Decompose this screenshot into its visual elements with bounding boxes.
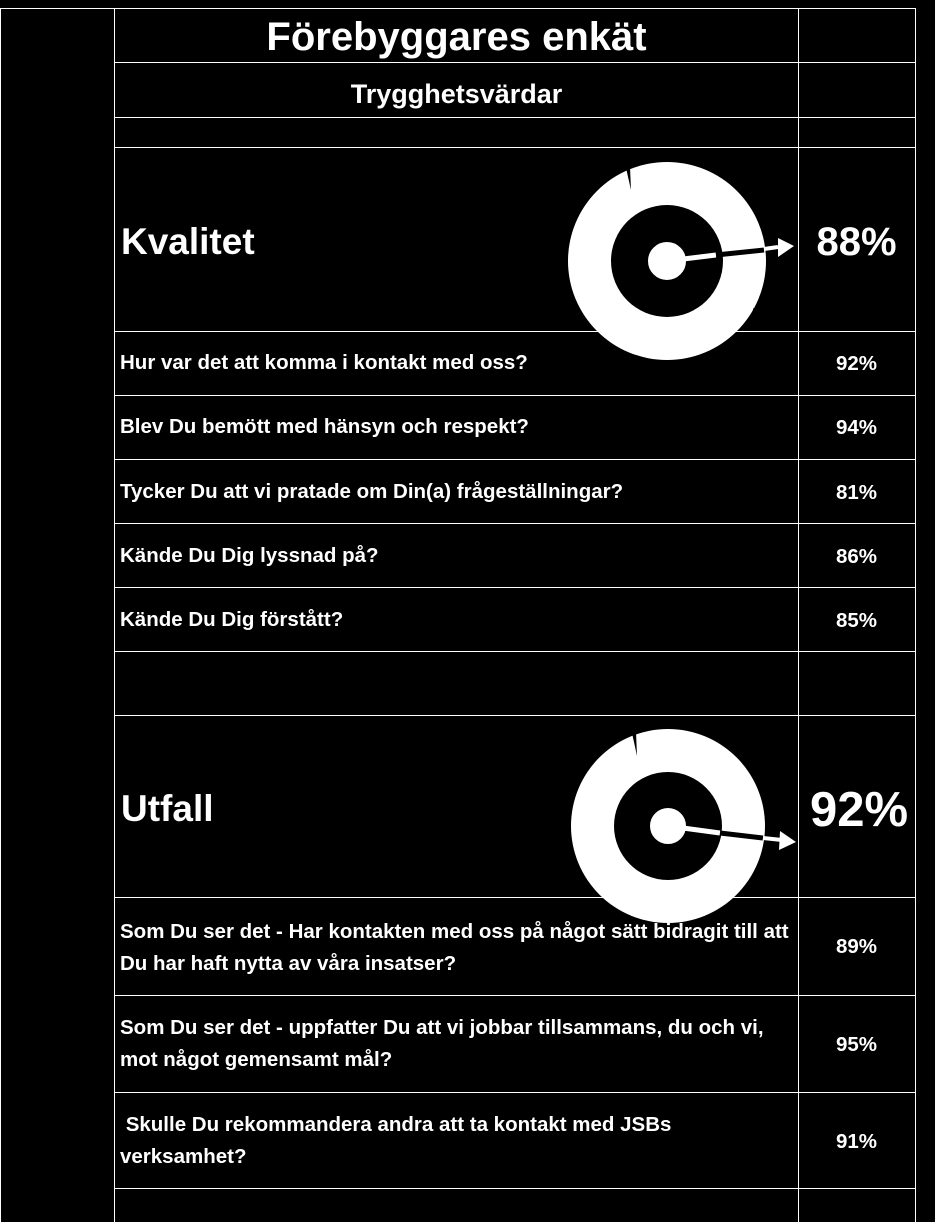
row-line — [114, 995, 916, 996]
question-text: Hur var det att komma i kontakt med oss? — [120, 351, 528, 374]
page-subtitle: Trygghetsvärdar — [350, 79, 563, 109]
row-line — [114, 587, 916, 588]
table-divider-1 — [114, 8, 115, 1222]
row-line — [114, 1092, 916, 1093]
question-text: Skulle Du rekommandera andra att ta kont… — [120, 1113, 678, 1168]
question-percent: 92% — [835, 352, 878, 375]
row-line — [114, 395, 916, 396]
question-text: Som Du ser det - uppfatter Du att vi job… — [120, 1016, 764, 1071]
question-percent: 91% — [835, 1130, 878, 1153]
row-line — [114, 117, 916, 118]
row-line — [114, 715, 916, 716]
donut-gauge-icon — [571, 729, 796, 923]
section-percent-kvalitet: 88% — [816, 220, 897, 264]
row-line — [114, 651, 916, 652]
row-line — [114, 523, 916, 524]
question-text: Blev Du bemött med hänsyn och respekt? — [120, 415, 529, 438]
question-percent: 86% — [835, 545, 878, 568]
row-line — [114, 62, 916, 63]
question-percent: 85% — [835, 609, 878, 632]
donut-gauge-icon — [568, 162, 794, 360]
page-title: Förebyggares enkät — [266, 15, 647, 59]
question-text: Som Du ser det - Har kontakten med oss p… — [120, 920, 789, 975]
section-label-utfall: Utfall — [121, 788, 214, 829]
table-divider-2 — [798, 8, 799, 1222]
question-percent: 81% — [835, 481, 878, 504]
section-label-kvalitet: Kvalitet — [121, 221, 255, 262]
question-percent: 94% — [835, 416, 878, 439]
question-percent: 95% — [835, 1033, 878, 1056]
section-percent-utfall: 92% — [809, 783, 909, 837]
row-line — [114, 331, 916, 332]
row-line — [114, 459, 916, 460]
row-line — [114, 1188, 916, 1189]
question-text: Kände Du Dig förstått? — [120, 608, 344, 631]
question-percent: 89% — [835, 935, 878, 958]
table-border-left — [0, 8, 1, 1222]
row-line — [114, 897, 916, 898]
question-text: Kände Du Dig lyssnad på? — [120, 544, 379, 567]
row-line — [0, 8, 916, 9]
table-border-right — [915, 8, 916, 1222]
row-line — [114, 147, 916, 148]
question-text: Tycker Du att vi pratade om Din(a) fråge… — [120, 480, 624, 503]
